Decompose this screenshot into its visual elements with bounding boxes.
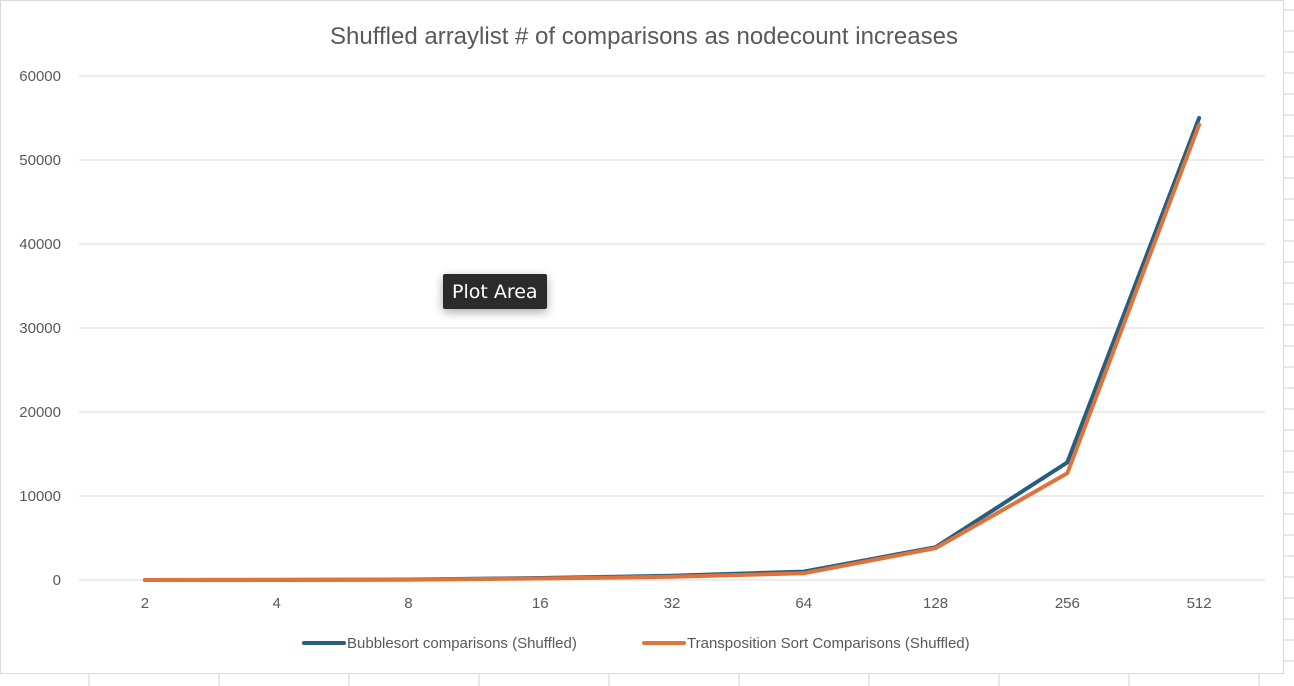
plot-area[interactable] (142, 116, 1202, 582)
y-tick-label: 50000 (19, 152, 61, 169)
x-axis-labels: 2 4 8 16 32 64 128 256 512 (141, 595, 1212, 612)
x-tick-label: 64 (795, 595, 812, 612)
x-tick-label: 128 (923, 595, 948, 612)
chart-container[interactable]: Shuffled arraylist # of comparisons as n… (0, 0, 1284, 674)
y-tick-label: 0 (53, 572, 61, 589)
x-tick-label: 256 (1055, 595, 1080, 612)
legend[interactable]: Bubblesort comparisons (Shuffled) Transpo… (302, 635, 970, 652)
y-tick-label: 30000 (19, 320, 61, 337)
y-tick-label: 40000 (19, 236, 61, 253)
legend-label-1: Bubblesort comparisons (Shuffled) (347, 635, 577, 652)
y-tick-label: 60000 (19, 68, 61, 85)
y-tick-label: 20000 (19, 404, 61, 421)
line-chart[interactable]: Shuffled arraylist # of comparisons as n… (1, 1, 1285, 675)
series-line-2[interactable] (142, 122, 1202, 582)
x-tick-label: 512 (1187, 595, 1212, 612)
x-tick-label: 2 (141, 595, 149, 612)
x-tick-label: 8 (404, 595, 412, 612)
x-tick-label: 16 (532, 595, 549, 612)
series-line-1[interactable] (142, 116, 1202, 582)
legend-label-2: Transposition Sort Comparisons (Shuffled… (687, 635, 970, 652)
gridlines (79, 75, 1265, 581)
x-tick-label: 32 (664, 595, 681, 612)
chart-title[interactable]: Shuffled arraylist # of comparisons as n… (330, 23, 958, 50)
x-tick-label: 4 (272, 595, 280, 612)
y-axis-labels: 0 10000 20000 30000 40000 50000 60000 (19, 68, 61, 589)
plot-area-tooltip: Plot Area (443, 274, 547, 309)
y-tick-label: 10000 (19, 488, 61, 505)
